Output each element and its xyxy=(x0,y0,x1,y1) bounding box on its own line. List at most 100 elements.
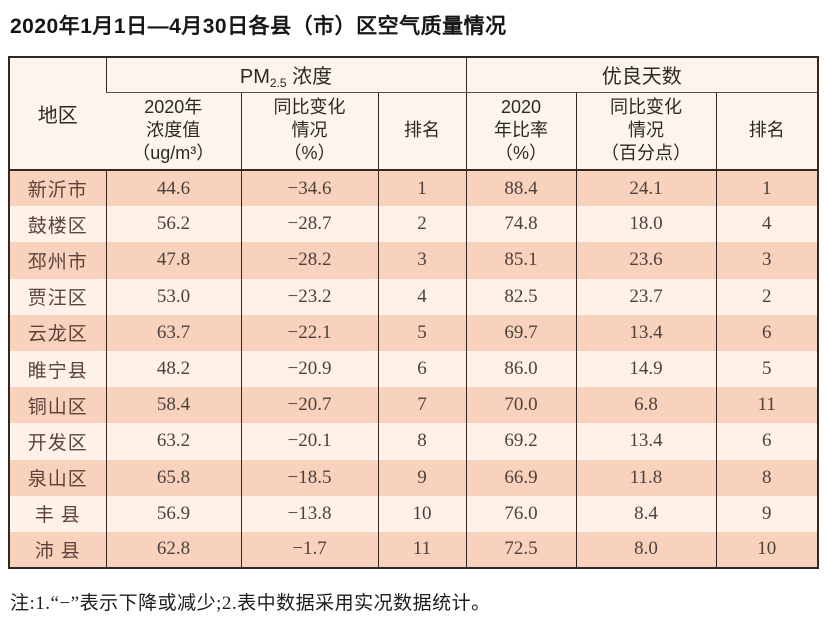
pm25-label: PM xyxy=(239,65,270,88)
header-line: 同比变化 xyxy=(610,97,683,118)
pm-value-cell: 63.7 xyxy=(105,314,241,351)
table-header: 地区 PM2.5 浓度 优良天数 2020年 浓度值 （ug/m³） 同比变化 … xyxy=(9,57,819,171)
table-row: 鼓楼区 56.2 −28.7 2 74.8 18.0 4 xyxy=(9,206,819,243)
pm-rank-cell: 1 xyxy=(377,170,467,207)
group-header-row: 地区 PM2.5 浓度 优良天数 xyxy=(9,57,819,171)
good-rank-cell: 6 xyxy=(715,423,819,460)
header-line: （%） xyxy=(495,143,548,164)
pm-change-cell: −20.7 xyxy=(240,387,378,424)
good-change-cell: 18.0 xyxy=(575,206,717,243)
good-change-cell: 11.8 xyxy=(575,459,717,496)
good-rate-cell: 69.2 xyxy=(465,423,577,460)
table-row: 沛 县 62.8 −1.7 11 72.5 8.0 10 xyxy=(9,531,819,569)
good-change-cell: 6.8 xyxy=(575,387,717,424)
column-header-good-rate: 2020 年比率 （%） xyxy=(465,92,577,171)
region-cell: 新沂市 xyxy=(9,170,106,207)
pm25-label-suffix: 浓度 xyxy=(286,65,333,88)
header-line: 浓度值 xyxy=(146,120,201,141)
pm-change-cell: −28.2 xyxy=(240,242,378,279)
pm-value-cell: 47.8 xyxy=(105,242,241,279)
good-rank-cell: 1 xyxy=(715,170,819,207)
good-rate-cell: 88.4 xyxy=(465,170,577,207)
good-change-cell: 13.4 xyxy=(575,423,717,460)
good-change-cell: 14.9 xyxy=(575,350,717,388)
good-rank-cell: 11 xyxy=(715,387,819,424)
header-line: 情况 xyxy=(291,120,328,141)
region-cell: 丰 县 xyxy=(9,495,106,532)
footnote: 注:1.“−”表示下降或减少;2.表中数据采用实况数据统计。 xyxy=(10,593,491,615)
good-change-cell: 8.0 xyxy=(575,531,717,569)
column-header-region: 地区 xyxy=(9,57,106,171)
air-quality-table: 地区 PM2.5 浓度 优良天数 2020年 浓度值 （ug/m³） 同比变化 … xyxy=(8,56,820,570)
column-header-pm-rank: 排名 xyxy=(377,92,467,171)
pm-value-cell: 65.8 xyxy=(105,459,241,496)
good-rate-cell: 82.5 xyxy=(465,278,577,315)
region-cell: 铜山区 xyxy=(9,387,106,424)
pm-value-cell: 48.2 xyxy=(105,350,241,388)
table-row: 贾汪区 53.0 −23.2 4 82.5 23.7 2 xyxy=(9,278,819,315)
pm-change-cell: −1.7 xyxy=(240,531,378,569)
sub-header-row: 2020年 浓度值 （ug/m³） 同比变化 情况 （%） 排名 2020 年比… xyxy=(9,92,819,171)
group-header-good-days: 优良天数 xyxy=(465,57,819,93)
header-line: （ug/m³） xyxy=(132,143,215,164)
column-header-good-rank: 排名 xyxy=(715,92,819,171)
pm-value-cell: 44.6 xyxy=(105,170,241,207)
table-row: 睢宁县 48.2 −20.9 6 86.0 14.9 5 xyxy=(9,350,819,388)
header-line: 年比率 xyxy=(494,120,549,141)
table-row: 丰 县 56.9 −13.8 10 76.0 8.4 9 xyxy=(9,495,819,532)
good-change-cell: 23.6 xyxy=(575,242,717,279)
pm-rank-cell: 5 xyxy=(377,314,467,351)
pm-rank-cell: 2 xyxy=(377,206,467,243)
pm-rank-cell: 9 xyxy=(377,459,467,496)
pm25-subscript: 2.5 xyxy=(269,75,287,90)
good-rate-cell: 66.9 xyxy=(465,459,577,496)
region-cell: 泉山区 xyxy=(9,459,106,496)
good-rate-cell: 76.0 xyxy=(465,495,577,532)
good-rank-cell: 3 xyxy=(715,242,819,279)
region-cell: 贾汪区 xyxy=(9,278,106,315)
pm-rank-cell: 8 xyxy=(377,423,467,460)
pm-value-cell: 63.2 xyxy=(105,423,241,460)
header-line: （百分点） xyxy=(601,143,692,164)
header-line: 情况 xyxy=(628,120,665,141)
column-header-pm-value: 2020年 浓度值 （ug/m³） xyxy=(106,92,241,171)
region-cell: 鼓楼区 xyxy=(9,206,106,243)
good-rate-cell: 86.0 xyxy=(465,350,577,388)
pm-value-cell: 56.2 xyxy=(105,206,241,243)
good-change-cell: 24.1 xyxy=(575,170,717,207)
pm-value-cell: 58.4 xyxy=(105,387,241,424)
header-line: 同比变化 xyxy=(273,97,346,118)
good-rate-cell: 72.5 xyxy=(465,531,577,569)
pm-rank-cell: 7 xyxy=(377,387,467,424)
good-rank-cell: 5 xyxy=(715,350,819,388)
table-row: 新沂市 44.6 −34.6 1 88.4 24.1 1 xyxy=(9,170,819,207)
table-row: 云龙区 63.7 −22.1 5 69.7 13.4 6 xyxy=(9,314,819,351)
region-cell: 睢宁县 xyxy=(9,350,106,388)
good-rate-cell: 74.8 xyxy=(465,206,577,243)
table-row: 开发区 63.2 −20.1 8 69.2 13.4 6 xyxy=(9,423,819,460)
region-cell: 邳州市 xyxy=(9,242,106,279)
good-rate-cell: 69.7 xyxy=(465,314,577,351)
pm-change-cell: −28.7 xyxy=(240,206,378,243)
good-rate-cell: 85.1 xyxy=(465,242,577,279)
pm-change-cell: −34.6 xyxy=(240,170,378,207)
page-title: 2020年1月1日—4月30日各县（市）区空气质量情况 xyxy=(10,15,507,38)
table-row: 泉山区 65.8 −18.5 9 66.9 11.8 8 xyxy=(9,459,819,496)
pm-rank-cell: 10 xyxy=(377,495,467,532)
good-rank-cell: 9 xyxy=(715,495,819,532)
pm-change-cell: −20.9 xyxy=(240,350,378,388)
pm-rank-cell: 6 xyxy=(377,350,467,388)
pm-change-cell: −22.1 xyxy=(240,314,378,351)
good-rank-cell: 2 xyxy=(715,278,819,315)
header-line: 2020 xyxy=(500,97,542,118)
pm-value-cell: 56.9 xyxy=(105,495,241,532)
table-body: 新沂市 44.6 −34.6 1 88.4 24.1 1 鼓楼区 56.2 −2… xyxy=(9,170,819,569)
good-rank-cell: 8 xyxy=(715,459,819,496)
table-row: 邳州市 47.8 −28.2 3 85.1 23.6 3 xyxy=(9,242,819,279)
group-header-pm25: PM2.5 浓度 xyxy=(105,57,467,93)
pm-value-cell: 62.8 xyxy=(105,531,241,569)
good-rank-cell: 6 xyxy=(715,314,819,351)
region-cell: 云龙区 xyxy=(9,314,106,351)
good-rank-cell: 10 xyxy=(715,531,819,569)
